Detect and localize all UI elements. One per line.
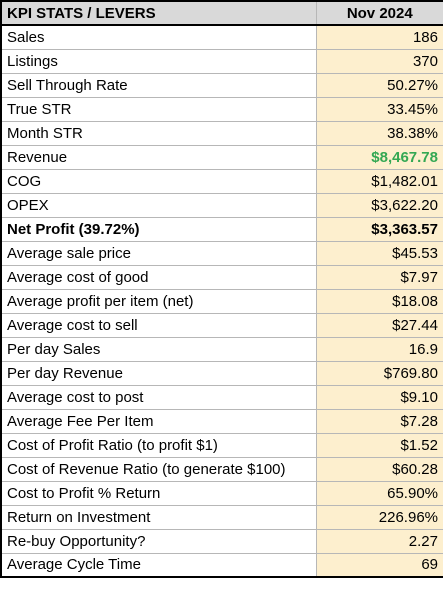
table-row: Revenue $8,467.78 <box>0 144 443 170</box>
kpi-label-cell[interactable]: Per day Revenue <box>0 360 317 386</box>
table-row: Cost of Profit Ratio (to profit $1) $1.52 <box>0 432 443 458</box>
table-row: Cost to Profit % Return 65.90% <box>0 480 443 506</box>
kpi-label-cell[interactable]: Average cost of good <box>0 264 317 290</box>
kpi-value-cell[interactable]: $45.53 <box>315 240 443 266</box>
kpi-label-cell[interactable]: Net Profit (39.72%) <box>0 216 317 242</box>
table-row: Month STR 38.38% <box>0 120 443 146</box>
kpi-value-cell[interactable]: 226.96% <box>315 504 443 530</box>
column-header-kpi[interactable]: KPI STATS / LEVERS <box>0 0 317 26</box>
kpi-label-cell[interactable]: Average Fee Per Item <box>0 408 317 434</box>
header-row: KPI STATS / LEVERS Nov 2024 <box>0 0 443 26</box>
table-row: Net Profit (39.72%) $3,363.57 <box>0 216 443 242</box>
column-header-month[interactable]: Nov 2024 <box>315 0 443 26</box>
table-row: Average cost to post $9.10 <box>0 384 443 410</box>
kpi-label-cell[interactable]: Average Cycle Time <box>0 552 317 578</box>
table-row: Listings 370 <box>0 48 443 74</box>
kpi-label-cell[interactable]: OPEX <box>0 192 317 218</box>
kpi-label-cell[interactable]: Sell Through Rate <box>0 72 317 98</box>
table-row: Sales 186 <box>0 24 443 50</box>
table-row: Re-buy Opportunity? 2.27 <box>0 528 443 554</box>
kpi-label-cell[interactable]: Cost to Profit % Return <box>0 480 317 506</box>
kpi-value-cell[interactable]: 16.9 <box>315 336 443 362</box>
kpi-value-cell[interactable]: $60.28 <box>315 456 443 482</box>
table-row: COG $1,482.01 <box>0 168 443 194</box>
table-row: Average Cycle Time 69 <box>0 552 443 578</box>
kpi-value-cell[interactable]: $7.28 <box>315 408 443 434</box>
table-row: Cost of Revenue Ratio (to generate $100)… <box>0 456 443 482</box>
kpi-label-cell[interactable]: Average cost to sell <box>0 312 317 338</box>
kpi-value-cell[interactable]: 33.45% <box>315 96 443 122</box>
kpi-value-cell[interactable]: 370 <box>315 48 443 74</box>
kpi-label-cell[interactable]: Average cost to post <box>0 384 317 410</box>
kpi-label-cell[interactable]: Return on Investment <box>0 504 317 530</box>
kpi-value-cell[interactable]: 50.27% <box>315 72 443 98</box>
kpi-value-cell[interactable]: $8,467.78 <box>315 144 443 170</box>
kpi-label-cell[interactable]: Month STR <box>0 120 317 146</box>
kpi-value-cell[interactable]: $1.52 <box>315 432 443 458</box>
kpi-label-cell[interactable]: Per day Sales <box>0 336 317 362</box>
kpi-value-cell[interactable]: $3,622.20 <box>315 192 443 218</box>
kpi-value-cell[interactable]: $9.10 <box>315 384 443 410</box>
kpi-label-cell[interactable]: Average profit per item (net) <box>0 288 317 314</box>
kpi-value-cell[interactable]: $769.80 <box>315 360 443 386</box>
table-row: Average profit per item (net) $18.08 <box>0 288 443 314</box>
kpi-label-cell[interactable]: Cost of Profit Ratio (to profit $1) <box>0 432 317 458</box>
kpi-label-cell[interactable]: COG <box>0 168 317 194</box>
kpi-value-cell[interactable]: 38.38% <box>315 120 443 146</box>
kpi-value-cell[interactable]: $7.97 <box>315 264 443 290</box>
kpi-label-cell[interactable]: Sales <box>0 24 317 50</box>
kpi-table-body: Sales 186 Listings 370 Sell Through Rate 50.2… <box>0 24 443 578</box>
table-row: OPEX $3,622.20 <box>0 192 443 218</box>
table-row: Average Fee Per Item $7.28 <box>0 408 443 434</box>
table-row: Return on Investment 226.96% <box>0 504 443 530</box>
table-row: Per day Sales 16.9 <box>0 336 443 362</box>
kpi-label-cell[interactable]: Cost of Revenue Ratio (to generate $100) <box>0 456 317 482</box>
kpi-value-cell[interactable]: 65.90% <box>315 480 443 506</box>
kpi-label-cell[interactable]: Revenue <box>0 144 317 170</box>
kpi-value-cell[interactable]: 69 <box>315 552 443 578</box>
kpi-value-cell[interactable]: $18.08 <box>315 288 443 314</box>
kpi-value-cell[interactable]: $1,482.01 <box>315 168 443 194</box>
kpi-label-cell[interactable]: Average sale price <box>0 240 317 266</box>
kpi-label-cell[interactable]: Listings <box>0 48 317 74</box>
table-row: Average cost of good $7.97 <box>0 264 443 290</box>
table-row: Per day Revenue $769.80 <box>0 360 443 386</box>
kpi-stats-table: KPI STATS / LEVERS Nov 2024 Sales 186 List… <box>0 0 443 578</box>
table-row: True STR 33.45% <box>0 96 443 122</box>
kpi-value-cell[interactable]: 2.27 <box>315 528 443 554</box>
kpi-label-cell[interactable]: True STR <box>0 96 317 122</box>
kpi-value-cell[interactable]: $27.44 <box>315 312 443 338</box>
table-row: Average cost to sell $27.44 <box>0 312 443 338</box>
table-row: Average sale price $45.53 <box>0 240 443 266</box>
kpi-value-cell[interactable]: 186 <box>315 24 443 50</box>
kpi-value-cell[interactable]: $3,363.57 <box>315 216 443 242</box>
table-row: Sell Through Rate 50.27% <box>0 72 443 98</box>
kpi-label-cell[interactable]: Re-buy Opportunity? <box>0 528 317 554</box>
